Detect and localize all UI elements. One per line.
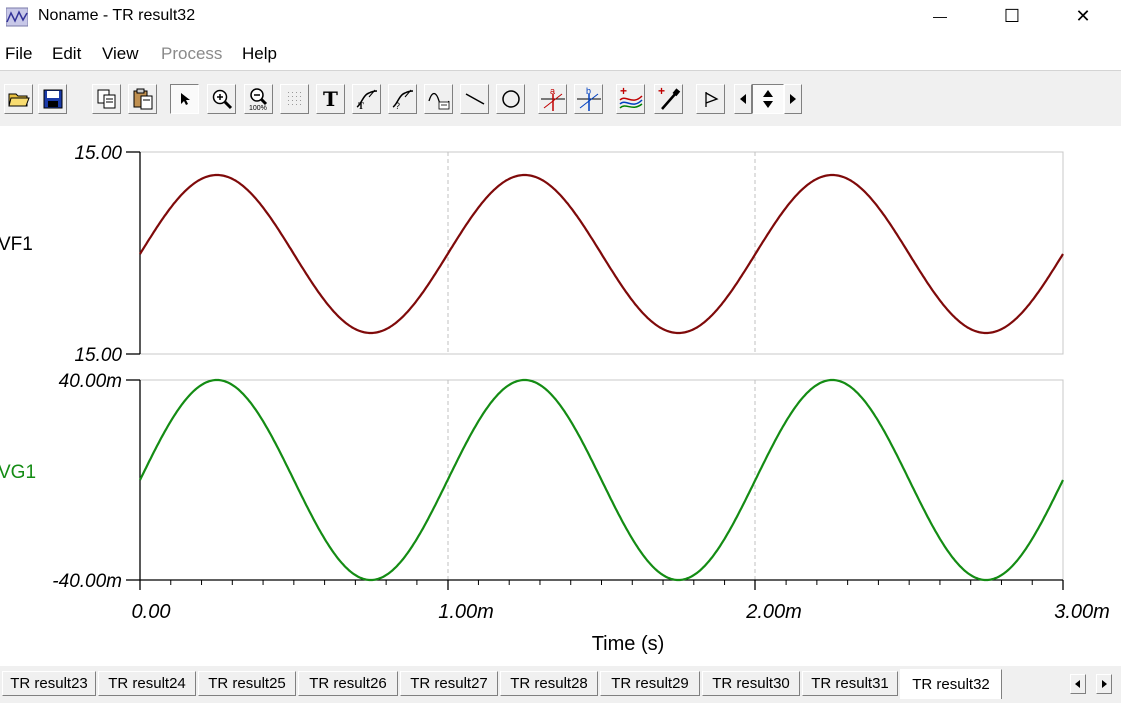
edit-curve-icon: + — [658, 86, 680, 110]
save-icon — [43, 89, 62, 109]
scroll-right-button[interactable] — [784, 84, 802, 114]
add-curve-icon: + — [618, 86, 643, 109]
vf1-y-bottom-label: 15.00 — [74, 345, 122, 366]
zoom-100-icon: 100% — [249, 88, 267, 111]
menu-process[interactable]: Process — [161, 44, 223, 63]
waveform-plot[interactable]: 15.00 15.00 40.00m -40.00m VF1 VG1 0.00 … — [0, 126, 1121, 666]
x-tick-label: 1.00m — [438, 601, 494, 623]
zoom-in-icon — [212, 89, 232, 110]
cursor-b-button[interactable]: b — [574, 84, 603, 114]
curve-info-button[interactable]: ? — [388, 84, 417, 114]
flag-button[interactable] — [696, 84, 725, 114]
svg-text:+: + — [658, 86, 665, 98]
svg-text:T: T — [358, 101, 364, 111]
x-axis-title: Time (s) — [592, 633, 665, 655]
minimize-icon: — — [933, 8, 947, 24]
tab-scroll-left-button[interactable] — [1070, 674, 1086, 694]
paste-button[interactable] — [128, 84, 157, 114]
x-tick-label: 2.00m — [745, 601, 802, 623]
menu-view[interactable]: View — [102, 44, 139, 63]
minimize-button[interactable]: — — [910, 0, 970, 32]
scroll-left-icon — [740, 94, 746, 104]
scroll-left-button[interactable] — [734, 84, 752, 114]
cursor-a-button[interactable]: a — [538, 84, 567, 114]
plot-area[interactable]: 15.00 15.00 40.00m -40.00m VF1 VG1 0.00 … — [0, 126, 1121, 666]
circle-icon — [501, 90, 520, 108]
maximize-button[interactable]: ☐ — [982, 0, 1042, 32]
tab-tr-result26[interactable]: TR result26 — [298, 671, 398, 696]
copy-button[interactable] — [92, 84, 121, 114]
tab-tr-result25[interactable]: TR result25 — [198, 671, 296, 696]
menu-file[interactable]: File — [5, 44, 33, 63]
svg-text:?: ? — [395, 101, 400, 111]
tab-tr-result32[interactable]: TR result32 — [900, 669, 1002, 699]
edit-curve-button[interactable]: + — [654, 84, 683, 114]
maximize-icon: ☐ — [1003, 5, 1021, 26]
x-tick-label: 3.00m — [1054, 601, 1110, 623]
tab-tr-result29[interactable]: TR result29 — [600, 671, 700, 696]
title-bar: Noname - TR result32 — ☐ ✕ — [0, 0, 1121, 36]
menu-bar: File Edit View Process Help — [0, 38, 1121, 68]
circle-tool-button[interactable] — [496, 84, 525, 114]
formula-label-icon — [427, 92, 450, 110]
svg-text:a: a — [550, 86, 555, 96]
toolbar: 100% T T ? a b + + — [0, 70, 1121, 127]
close-button[interactable]: ✕ — [1053, 0, 1113, 32]
tab-tr-result31[interactable]: TR result31 — [802, 671, 898, 696]
curve-label-button[interactable]: T — [352, 84, 381, 114]
close-icon: ✕ — [1075, 5, 1091, 26]
tab-tr-result27[interactable]: TR result27 — [400, 671, 498, 696]
vf1-series-label[interactable]: VF1 — [0, 234, 33, 255]
save-button[interactable] — [38, 84, 67, 114]
tab-tr-result30[interactable]: TR result30 — [702, 671, 800, 696]
grid-button[interactable] — [280, 84, 309, 114]
add-curve-button[interactable]: + — [616, 84, 645, 114]
vg1-y-bottom-label: -40.00m — [52, 571, 122, 592]
tab-scroll-right-icon — [1102, 680, 1107, 688]
vg1-series-label[interactable]: VG1 — [0, 462, 36, 483]
tab-scroll-right-button[interactable] — [1096, 674, 1112, 694]
cursor-b-icon: b — [576, 86, 601, 111]
zoom-100-button[interactable]: 100% — [244, 84, 273, 114]
line-icon — [465, 93, 484, 105]
paste-icon — [133, 88, 152, 110]
text-tool-icon: T — [323, 87, 338, 111]
svg-text:b: b — [586, 86, 591, 96]
select-tool-button[interactable] — [170, 84, 199, 114]
vf1-y-top-label: 15.00 — [74, 143, 122, 164]
vg1-y-top-label: 40.00m — [59, 371, 122, 392]
vf1-trace[interactable] — [139, 173, 1064, 335]
menu-edit[interactable]: Edit — [52, 44, 82, 63]
curve-label-icon: T — [356, 89, 377, 111]
result-tab-bar: TR result23 TR result24 TR result25 TR r… — [0, 666, 1121, 703]
tab-tr-result28[interactable]: TR result28 — [500, 671, 598, 696]
grid-icon — [287, 92, 301, 105]
app-icon — [6, 7, 28, 27]
open-button[interactable] — [4, 84, 33, 114]
curve-info-icon: ? — [392, 89, 413, 111]
menu-help[interactable]: Help — [242, 44, 277, 63]
flag-icon — [704, 92, 719, 107]
window-title: Noname - TR result32 — [38, 7, 196, 24]
scroll-updown-button[interactable] — [752, 84, 784, 114]
zoom-in-button[interactable] — [207, 84, 236, 114]
tab-tr-result23[interactable]: TR result23 — [2, 671, 96, 696]
svg-text:+: + — [620, 86, 627, 98]
scroll-right-icon — [790, 94, 796, 104]
scroll-updown-icon — [763, 90, 773, 108]
vg1-trace[interactable] — [139, 378, 1064, 582]
text-tool-button[interactable]: T — [316, 84, 345, 114]
formula-label-button[interactable] — [424, 84, 453, 114]
select-arrow-icon — [180, 93, 190, 105]
x-minor-ticks — [170, 580, 1033, 585]
line-tool-button[interactable] — [460, 84, 489, 114]
cursor-a-icon: a — [540, 86, 565, 111]
svg-text:100%: 100% — [249, 105, 267, 111]
copy-icon — [97, 89, 115, 109]
tab-scroll-left-icon — [1075, 680, 1080, 688]
tab-tr-result24[interactable]: TR result24 — [98, 671, 196, 696]
x-tick-label: 0.00 — [132, 601, 171, 623]
open-folder-icon — [7, 93, 30, 107]
